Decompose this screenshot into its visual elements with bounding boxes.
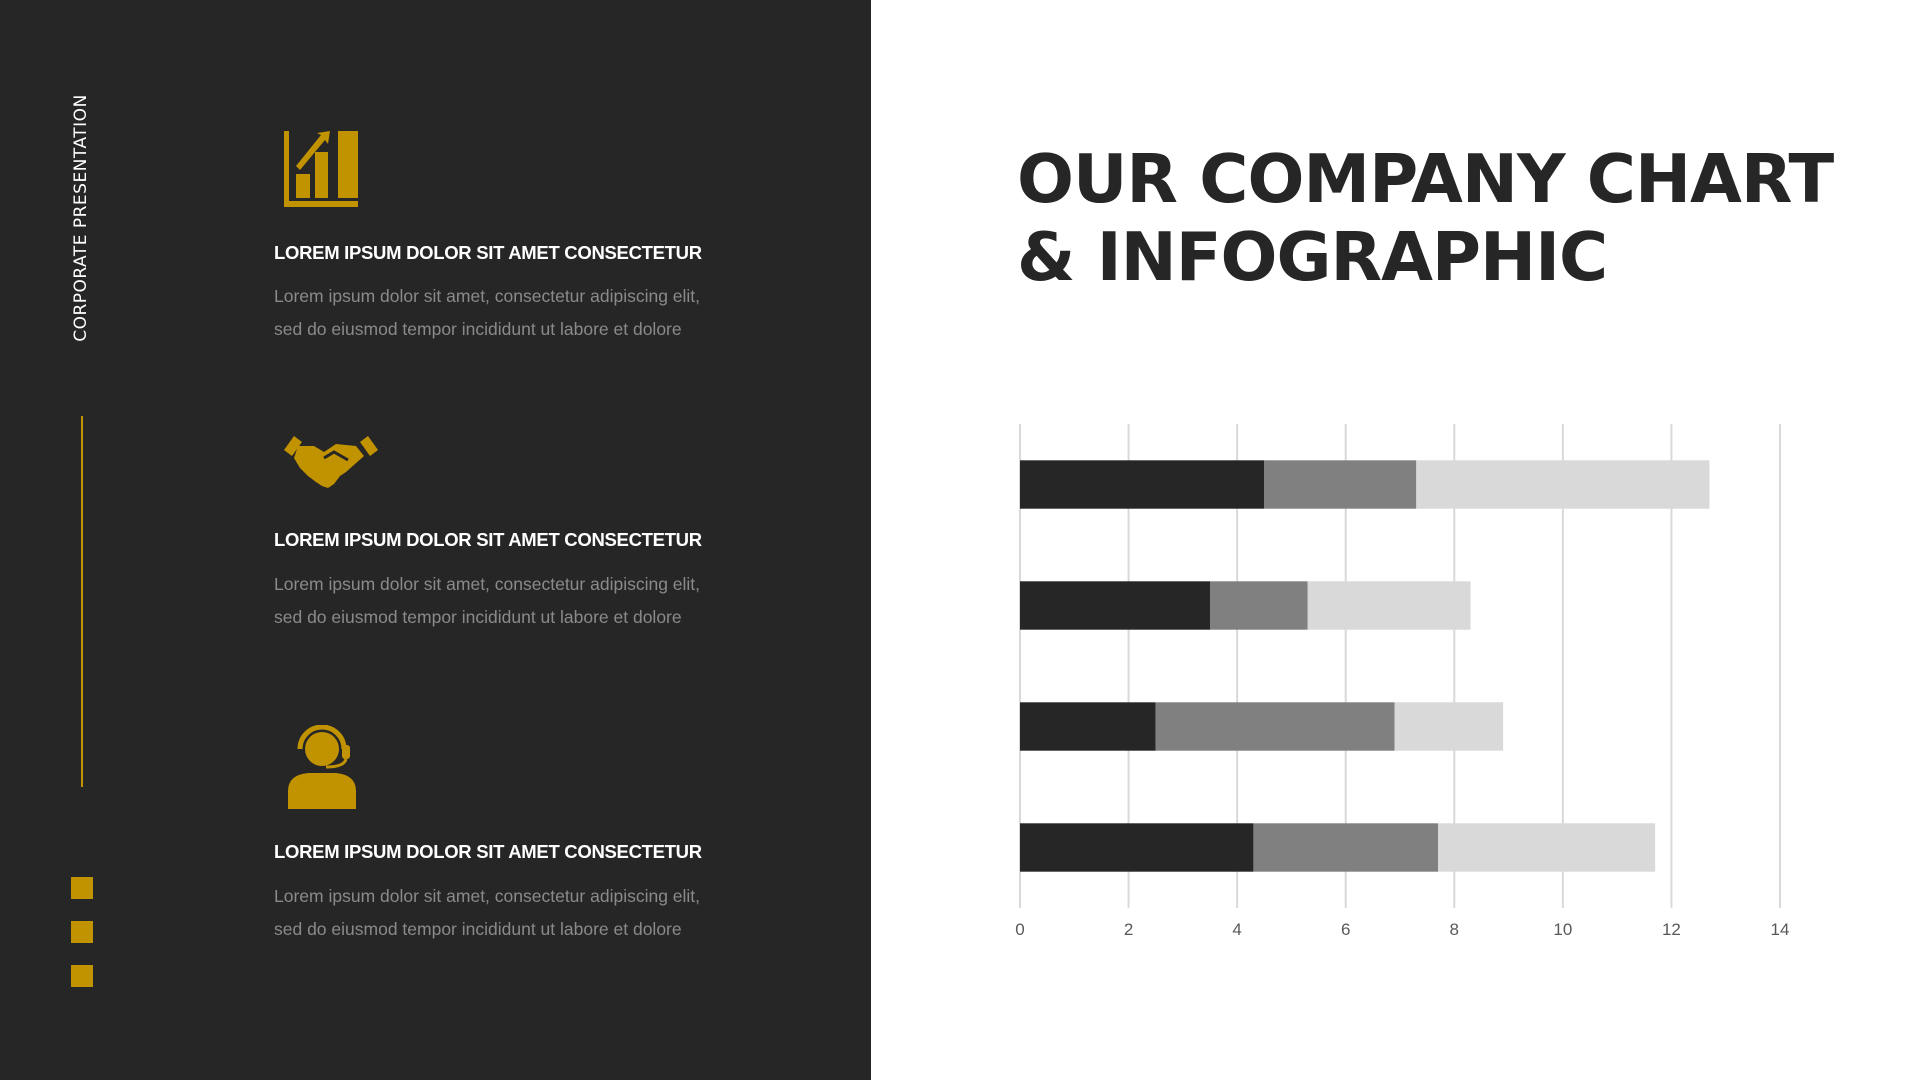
feature-text-line: sed do eiusmod tempor incididunt ut labo… <box>274 607 682 627</box>
bar-segment-series-2 <box>1264 460 1417 509</box>
feature-text: Lorem ipsum dolor sit amet, consectetur … <box>274 280 794 346</box>
x-tick-label: 10 <box>1553 920 1572 939</box>
bar-segment-series-2 <box>1155 702 1395 751</box>
feature-text-line: sed do eiusmod tempor incididunt ut labo… <box>274 319 682 339</box>
accent-square <box>71 965 93 987</box>
x-tick-label: 12 <box>1662 920 1681 939</box>
x-tick-label: 8 <box>1450 920 1459 939</box>
bar-segment-series-2 <box>1210 581 1308 630</box>
feature-heading: LOREM IPSUM DOLOR SIT AMET CONSECTETUR <box>274 841 702 862</box>
dark-panel: CORPORATE PRESENTATION LOREM IPSUM DOLOR… <box>0 0 871 1080</box>
feature-text-line: Lorem ipsum dolor sit amet, consectetur … <box>274 574 701 594</box>
bar-segment-series-1 <box>1020 460 1265 509</box>
accent-line <box>81 416 83 787</box>
support-agent-headset-icon <box>288 725 356 809</box>
handshake-icon <box>284 436 378 488</box>
bar-segment-series-2 <box>1253 823 1438 872</box>
bar-segment-series-1 <box>1020 702 1156 751</box>
x-tick-label: 2 <box>1124 920 1133 939</box>
title-line: & INFOGRAPHIC <box>1017 218 1608 296</box>
page-title: OUR COMPANY CHART & INFOGRAPHIC <box>1017 140 1834 296</box>
x-tick-label: 4 <box>1232 920 1241 939</box>
bar-segment-series-3 <box>1416 460 1710 509</box>
bar-segment-series-3 <box>1438 823 1656 872</box>
accent-square <box>71 877 93 899</box>
feature-text-line: sed do eiusmod tempor incididunt ut labo… <box>274 919 682 939</box>
bar-segment-series-3 <box>1394 702 1504 751</box>
accent-square <box>71 921 93 943</box>
feature-heading: LOREM IPSUM DOLOR SIT AMET CONSECTETUR <box>274 529 702 550</box>
feature-text-line: Lorem ipsum dolor sit amet, consectetur … <box>274 886 701 906</box>
title-line: OUR COMPANY CHART <box>1017 140 1834 218</box>
feature-text: Lorem ipsum dolor sit amet, consectetur … <box>274 880 794 946</box>
bar-segment-series-1 <box>1020 581 1210 630</box>
feature-text: Lorem ipsum dolor sit amet, consectetur … <box>274 568 794 634</box>
bar-segment-series-3 <box>1307 581 1471 630</box>
feature-text-line: Lorem ipsum dolor sit amet, consectetur … <box>274 286 701 306</box>
bar-chart-growth-icon <box>284 131 358 207</box>
x-tick-label: 0 <box>1015 920 1024 939</box>
feature-heading: LOREM IPSUM DOLOR SIT AMET CONSECTETUR <box>274 242 702 263</box>
bar-segment-series-1 <box>1020 823 1254 872</box>
x-tick-label: 6 <box>1341 920 1350 939</box>
x-tick-label: 14 <box>1771 920 1790 939</box>
